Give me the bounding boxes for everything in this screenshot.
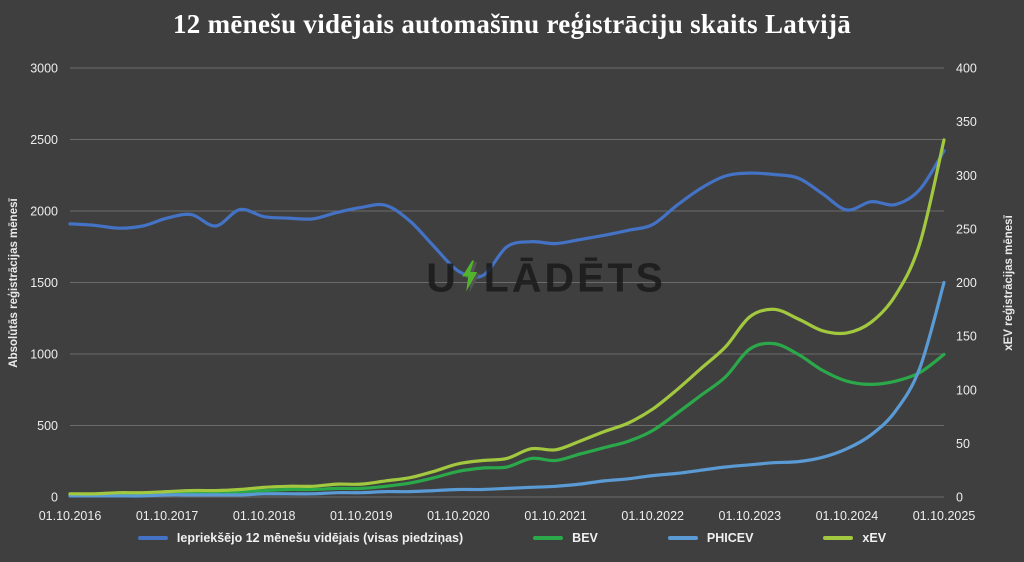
legend-item-phicev: PHICEV [667, 531, 754, 545]
x-axis-tick-label: 01.10.2025 [913, 509, 976, 523]
right-axis-tick-label: 100 [956, 383, 977, 397]
x-axis-tick-label: 01.10.2017 [136, 509, 199, 523]
left-axis-tick-label: 1500 [30, 276, 58, 290]
legend-label-bev: BEV [572, 531, 598, 545]
right-axis-tick-label: 250 [956, 222, 977, 236]
legend-swatch-xev [823, 536, 854, 540]
lightning-bolt-icon [461, 260, 480, 293]
right-axis-tick-label: 300 [956, 169, 977, 183]
x-axis-tick-label: 01.10.2021 [524, 509, 587, 523]
series-line-xev [68, 138, 946, 496]
legend: Iepriekšējo 12 mēnešu vidējais (visas pi… [0, 531, 1024, 545]
x-axis-tick-label: 01.10.2023 [719, 509, 782, 523]
legend-item-avg: Iepriekšējo 12 mēnešu vidējais (visas pi… [137, 531, 464, 545]
x-axis-tick-label: 01.10.2018 [233, 509, 296, 523]
left-axis-tick-label: 1000 [30, 348, 58, 362]
left-axis-tick-label: 0 [51, 491, 58, 505]
watermark: U LĀDĒTS [426, 255, 666, 302]
chart-title: 12 mēnešu vidējais automašīnu reģistrāci… [172, 9, 852, 39]
x-axis-tick-label: 01.10.2016 [39, 509, 102, 523]
x-axis-tick-label: 01.10.2024 [816, 509, 879, 523]
left-axis-tick-label: 2000 [30, 205, 58, 219]
series-line-avg [68, 149, 946, 279]
watermark-text-suffix: LĀDĒTS [483, 254, 666, 301]
legend-swatch-bev [533, 536, 564, 540]
right-axis-tick-label: 150 [956, 330, 977, 344]
legend-swatch-avg [137, 536, 168, 540]
legend-item-xev: xEV [823, 531, 886, 545]
watermark-text-prefix: U [426, 254, 459, 301]
left-axis-tick-label: 2500 [30, 133, 58, 147]
right-axis-tick-label: 0 [956, 491, 963, 505]
series-line-phicev [68, 280, 946, 498]
x-axis-tick-label: 01.10.2020 [427, 509, 490, 523]
right-axis-tick-label: 350 [956, 115, 977, 129]
right-axis-tick-label: 50 [956, 437, 970, 451]
legend-label-phicev: PHICEV [706, 531, 754, 545]
legend-label-xev: xEV [862, 531, 887, 545]
right-axis-tick-label: 400 [956, 62, 977, 76]
legend-label-avg: Iepriekšējo 12 mēnešu vidējais (visas pi… [176, 531, 464, 545]
left-axis-tick-label: 3000 [30, 62, 58, 76]
x-axis-tick-label: 01.10.2019 [330, 509, 393, 523]
legend-swatch-phicev [667, 536, 698, 540]
left-axis-tick-label: 500 [37, 419, 58, 433]
legend-item-bev: BEV [533, 531, 598, 545]
series-line-bev [68, 341, 946, 497]
right-axis-tick-label: 200 [956, 276, 977, 290]
x-axis-tick-label: 01.10.2022 [621, 509, 684, 523]
